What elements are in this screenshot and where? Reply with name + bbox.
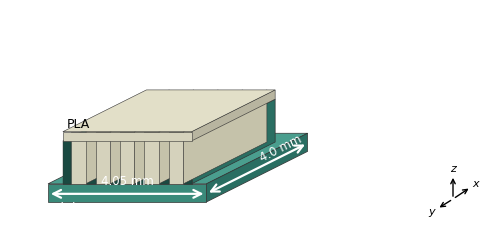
Polygon shape [48,184,206,202]
Polygon shape [48,133,308,184]
Polygon shape [192,90,275,141]
Polygon shape [206,133,308,202]
Polygon shape [86,99,179,141]
Polygon shape [86,90,169,184]
Polygon shape [134,141,144,184]
Polygon shape [71,132,86,184]
Text: 4.05 mm: 4.05 mm [101,175,154,188]
Text: y: y [428,207,436,217]
Polygon shape [63,132,192,141]
Polygon shape [110,90,194,184]
Polygon shape [134,99,228,141]
Text: AlSi10Mg: AlSi10Mg [54,202,112,215]
Polygon shape [169,132,184,184]
Polygon shape [63,141,71,184]
Polygon shape [63,141,192,184]
Polygon shape [159,99,252,141]
Polygon shape [184,141,192,184]
Polygon shape [120,132,134,184]
Polygon shape [159,90,242,184]
Polygon shape [184,99,275,141]
Polygon shape [110,141,120,184]
Polygon shape [159,141,169,184]
Polygon shape [184,90,267,184]
Polygon shape [110,99,204,141]
Polygon shape [144,132,159,184]
Text: PLA: PLA [66,118,90,131]
Polygon shape [134,90,218,184]
Polygon shape [86,141,96,184]
Polygon shape [96,132,110,184]
Text: z: z [450,164,456,174]
Polygon shape [63,99,154,141]
Polygon shape [63,90,275,132]
Text: x: x [472,179,480,189]
Text: 4.0 mm: 4.0 mm [257,132,304,164]
Polygon shape [192,99,275,184]
